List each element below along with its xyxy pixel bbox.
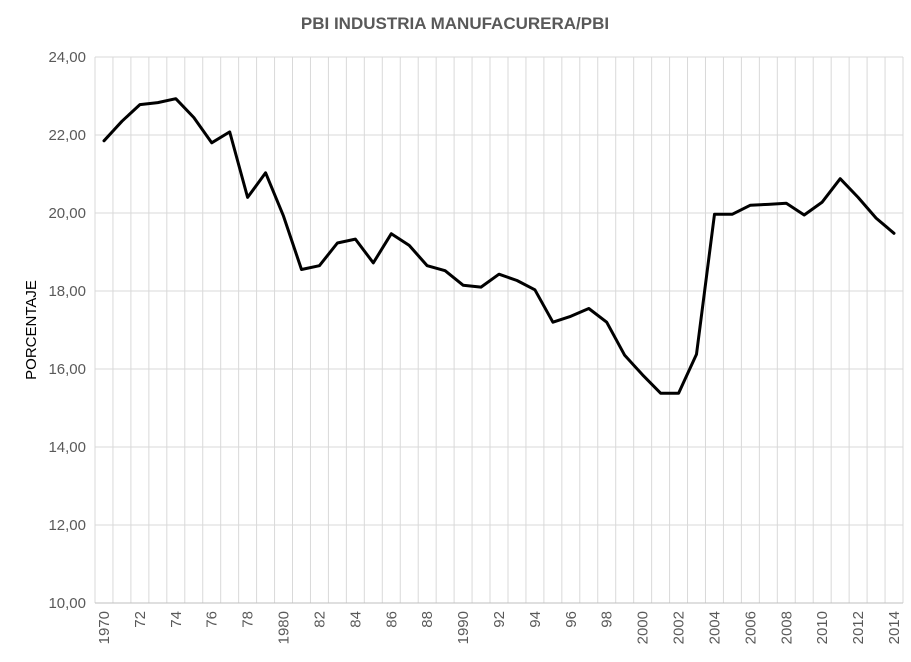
x-tick-label: 92 [491, 611, 508, 628]
y-axis-label: PORCENTAJE [23, 280, 40, 380]
y-tick-label: 22,00 [48, 127, 86, 144]
x-tick-label: 82 [311, 611, 328, 628]
y-tick-label: 14,00 [48, 439, 86, 456]
x-tick-label: 1990 [455, 611, 472, 644]
y-tick-label: 24,00 [48, 49, 86, 66]
y-tick-label: 16,00 [48, 361, 86, 378]
y-tick-label: 18,00 [48, 283, 86, 300]
x-tick-label: 86 [383, 611, 400, 628]
x-tick-label: 84 [347, 611, 364, 628]
x-tick-label: 74 [168, 611, 185, 628]
series-line [102, 97, 896, 395]
x-tick-label: 76 [204, 611, 221, 628]
x-tick-label: 2002 [671, 611, 688, 644]
y-tick-label: 10,00 [48, 595, 86, 612]
chart-title: PBI INDUSTRIA MANUFACURERA/PBI [301, 14, 609, 33]
x-tick-label: 2014 [886, 611, 903, 644]
y-tick-label: 12,00 [48, 517, 86, 534]
x-tick-label: 2000 [635, 611, 652, 644]
x-tick-label: 96 [563, 611, 580, 628]
x-tick-label: 2010 [814, 611, 831, 644]
series-layer [102, 97, 896, 395]
y-axis-ticks: 10,00 12,00 14,00 16,00 18,00 20,00 22,00 24,00 [48, 49, 86, 612]
x-tick-label: 72 [132, 611, 149, 628]
x-tick-label: 78 [240, 611, 257, 628]
x-axis-ticks: 1970 72 74 76 78 1980 82 84 86 88 1990 92 94 96 98 2000… [96, 611, 903, 644]
x-tick-label: 88 [419, 611, 436, 628]
x-tick-label: 2004 [706, 611, 723, 644]
x-tick-label: 94 [527, 611, 544, 628]
y-tick-label: 20,00 [48, 205, 86, 222]
x-tick-label: 1980 [276, 611, 293, 644]
x-tick-label: 1970 [96, 611, 113, 644]
x-tick-label: 98 [599, 611, 616, 628]
x-tick-label: 2006 [742, 611, 759, 644]
x-tick-label: 2008 [778, 611, 795, 644]
x-tick-label: 2012 [850, 611, 867, 644]
